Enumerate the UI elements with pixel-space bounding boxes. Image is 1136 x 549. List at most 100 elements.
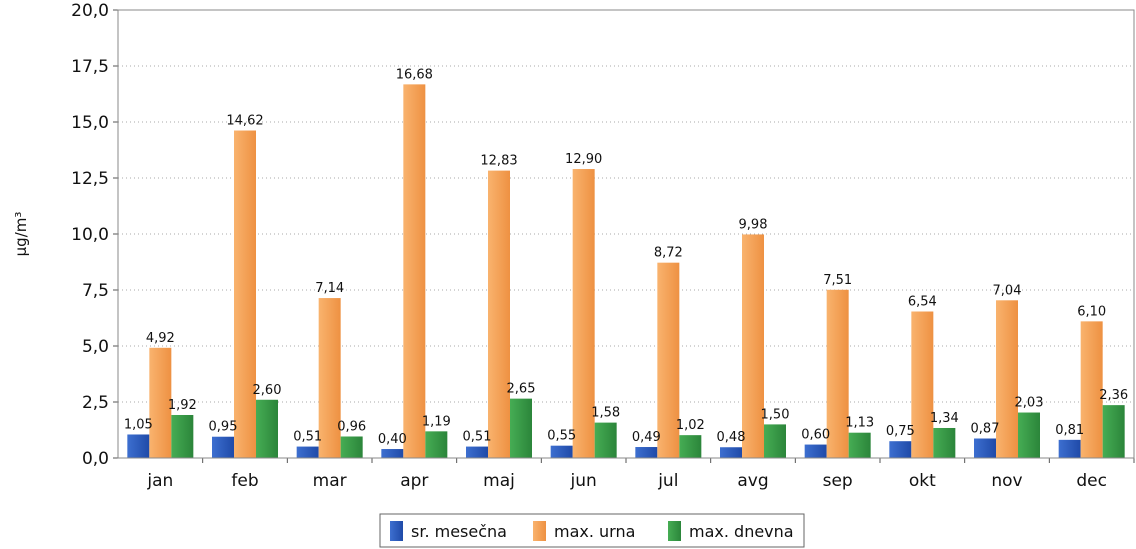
- data-label: 0,51: [293, 430, 322, 445]
- bar-max-dnevna-jun: [594, 422, 617, 458]
- y-tick-label: 17,5: [71, 57, 109, 77]
- data-label: 7,51: [823, 273, 852, 288]
- x-tick-label-feb: feb: [231, 471, 258, 491]
- bar-max-dnevna-sep: [848, 432, 871, 458]
- bar-sr-mese-na-nov: [974, 438, 996, 458]
- bar-max-dnevna-okt: [933, 427, 956, 458]
- data-label: 2,36: [1099, 388, 1128, 403]
- data-label: 0,55: [547, 429, 576, 444]
- legend-swatch: [533, 521, 546, 541]
- bar-max-dnevna-maj: [510, 398, 532, 458]
- data-label: 0,96: [337, 419, 366, 434]
- x-tick-label-maj: maj: [483, 471, 515, 491]
- x-tick-label-apr: apr: [400, 471, 428, 491]
- bar-sr-mese-na-mar: [296, 446, 319, 458]
- data-label: 1,19: [422, 414, 451, 429]
- data-label: 9,98: [739, 217, 768, 232]
- y-tick-label: 10,0: [71, 225, 109, 245]
- bar-max-urna-jun: [572, 169, 595, 459]
- bar-max-urna-okt: [911, 311, 934, 458]
- y-tick-label: 7,5: [82, 281, 109, 301]
- bar-max-dnevna-apr: [425, 431, 448, 458]
- data-label: 6,54: [908, 295, 937, 310]
- bar-max-dnevna-feb: [256, 399, 278, 458]
- bar-max-dnevna-jul: [679, 435, 702, 458]
- data-label: 2,03: [1015, 396, 1044, 411]
- x-tick-label-sep: sep: [823, 471, 853, 491]
- data-label: 1,05: [124, 417, 153, 432]
- y-tick-label: 12,5: [71, 169, 109, 189]
- bar-sr-mese-na-jun: [550, 445, 573, 458]
- bars: [127, 84, 1125, 459]
- data-label: 0,60: [801, 428, 830, 443]
- legend-swatch: [668, 521, 681, 541]
- data-label: 12,83: [480, 154, 517, 169]
- data-label: 0,75: [886, 424, 915, 439]
- bar-max-dnevna-nov: [1018, 412, 1040, 458]
- x-tick-label-avg: avg: [737, 471, 768, 491]
- data-label: 0,48: [717, 430, 746, 445]
- data-label: 1,02: [676, 418, 705, 433]
- bar-sr-mese-na-okt: [889, 441, 912, 458]
- bar-max-urna-sep: [826, 289, 849, 458]
- bar-sr-mese-na-jan: [127, 434, 150, 458]
- legend-swatch: [390, 521, 403, 541]
- data-label: 1,92: [168, 398, 197, 413]
- x-tick-label-jul: jul: [657, 471, 678, 491]
- data-label: 7,14: [315, 281, 344, 296]
- x-tick-label-mar: mar: [313, 471, 347, 491]
- x-tick-label-dec: dec: [1076, 471, 1107, 491]
- data-label: 8,72: [654, 246, 683, 261]
- bar-max-urna-maj: [488, 170, 510, 458]
- bar-sr-mese-na-maj: [466, 446, 488, 458]
- data-label: 6,10: [1077, 304, 1106, 319]
- bar-max-urna-feb: [234, 130, 256, 458]
- x-tick-label-nov: nov: [991, 471, 1022, 491]
- data-label: 2,65: [507, 382, 536, 397]
- legend-label: sr. mesečna: [411, 522, 507, 541]
- y-tick-label: 15,0: [71, 113, 109, 133]
- data-label: 0,49: [632, 430, 661, 445]
- bar-sr-mese-na-jul: [635, 447, 658, 458]
- data-labels: 1,05 4,92 1,92 0,95 14,62 2,60 0,51 7,14 0,96 0,4…: [124, 67, 1128, 447]
- bar-max-dnevna-jan: [171, 414, 194, 458]
- bar-max-urna-nov: [996, 300, 1018, 458]
- plot-frame: [117, 9, 1135, 459]
- bar-max-urna-avg: [742, 234, 764, 458]
- x-tick-label-jun: jun: [570, 471, 597, 491]
- x-axis-ticks: jan feb mar apr maj jun jul avg sep okt nov dec: [146, 458, 1135, 491]
- data-label: 0,87: [971, 422, 1000, 437]
- data-label: 14,62: [226, 114, 263, 129]
- bar-max-urna-jul: [657, 262, 680, 458]
- bar-max-urna-dec: [1080, 321, 1103, 458]
- data-label: 1,13: [845, 416, 874, 431]
- bar-max-dnevna-mar: [340, 436, 363, 458]
- y-tick-label: 0,0: [82, 449, 109, 469]
- data-label: 0,40: [378, 432, 407, 447]
- data-label: 7,04: [993, 283, 1022, 298]
- y-axis-ticks: 0,0 2,5 5,0 7,5 10,0 12,5 15,0 17,5 20,0: [71, 1, 118, 469]
- legend: sr. mesečna max. urna max. dnevna: [379, 513, 805, 548]
- data-label: 0,51: [463, 430, 492, 445]
- bar-max-dnevna-avg: [764, 424, 786, 458]
- bar-sr-mese-na-apr: [381, 449, 404, 458]
- legend-label: max. dnevna: [689, 522, 794, 541]
- legend-label: max. urna: [554, 522, 635, 541]
- x-tick-label-okt: okt: [909, 471, 936, 491]
- data-label: 4,92: [146, 331, 175, 346]
- data-label: 1,58: [591, 406, 620, 421]
- bar-max-urna-apr: [403, 84, 426, 459]
- x-tick-label-jan: jan: [146, 471, 173, 491]
- data-label: 0,81: [1055, 423, 1084, 438]
- bar-sr-mese-na-sep: [804, 444, 827, 458]
- y-tick-label: 20,0: [71, 1, 109, 21]
- data-label: 16,68: [396, 67, 433, 82]
- bar-sr-mese-na-feb: [212, 436, 234, 458]
- data-label: 12,90: [565, 152, 602, 167]
- gridlines: [118, 9, 1134, 403]
- data-label: 0,95: [209, 420, 238, 435]
- y-tick-label: 2,5: [82, 393, 109, 413]
- bar-sr-mese-na-dec: [1058, 439, 1081, 458]
- bar-max-dnevna-dec: [1102, 405, 1125, 458]
